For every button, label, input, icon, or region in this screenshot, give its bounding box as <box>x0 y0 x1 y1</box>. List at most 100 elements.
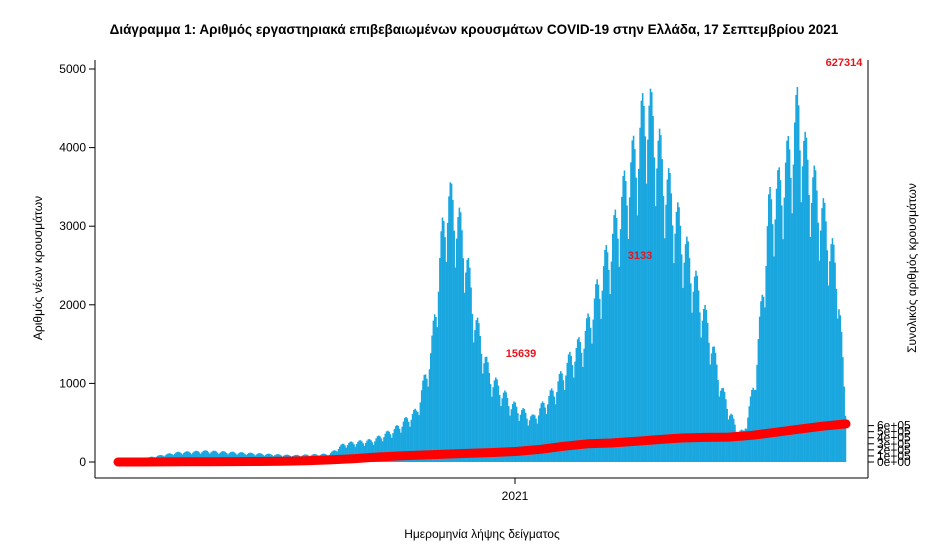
bar <box>695 270 697 462</box>
bar <box>699 312 701 462</box>
cumulative-point <box>632 439 637 444</box>
bar <box>749 396 752 462</box>
bar <box>552 390 554 462</box>
bar <box>684 244 687 462</box>
bar <box>548 395 550 462</box>
bar <box>758 316 761 462</box>
bar <box>535 418 537 462</box>
cumulative-point <box>327 457 332 462</box>
bar <box>784 162 787 462</box>
bar <box>471 313 474 462</box>
bar <box>608 269 610 462</box>
bar <box>765 265 767 462</box>
bar <box>558 373 561 462</box>
axes-layer: 0 1000 2000 3000 4000 5000 0e+001e+052e+053e+0… <box>31 60 919 541</box>
bar <box>515 406 518 462</box>
bar <box>521 410 523 462</box>
bar <box>353 444 355 462</box>
bar <box>593 298 596 462</box>
bar <box>349 441 351 462</box>
bar <box>475 320 478 462</box>
bar <box>467 257 470 462</box>
bar <box>554 404 557 462</box>
bar <box>415 410 418 462</box>
bar <box>531 414 533 462</box>
bar <box>770 199 773 463</box>
bar <box>231 451 233 462</box>
bar <box>560 371 562 462</box>
bar <box>185 451 188 462</box>
bar <box>627 238 630 462</box>
bar <box>662 196 665 462</box>
bar <box>838 309 840 462</box>
cumulative-point <box>163 459 167 464</box>
bar <box>456 238 458 462</box>
bar <box>510 409 513 462</box>
bar <box>773 256 775 462</box>
cumulative-point <box>515 449 520 454</box>
bar <box>718 396 721 462</box>
bar <box>424 374 427 462</box>
bar <box>387 430 389 462</box>
bar <box>566 362 569 462</box>
cumulative-point <box>186 459 191 464</box>
bar <box>643 105 645 463</box>
bar <box>576 339 579 462</box>
bar <box>511 403 514 462</box>
bar <box>452 199 454 463</box>
bar <box>673 263 675 462</box>
y2-tick-label: 3e+05 <box>877 437 911 451</box>
bar <box>573 377 575 462</box>
bar <box>736 436 739 462</box>
bar <box>504 390 506 462</box>
bar <box>362 443 364 462</box>
bar <box>493 380 496 462</box>
bar <box>766 226 769 462</box>
cumulative-point <box>139 460 144 464</box>
bar <box>427 386 429 462</box>
bar <box>755 390 757 462</box>
bar <box>797 105 800 463</box>
x-axis-title: Ημερομηνία λήψης δείγματος <box>404 527 560 541</box>
bar <box>669 173 671 462</box>
bar <box>580 352 583 462</box>
bar <box>374 441 376 462</box>
bar <box>647 139 649 462</box>
bar <box>664 238 666 462</box>
bar <box>739 430 741 462</box>
bar <box>601 290 604 462</box>
bar <box>381 441 384 462</box>
bar <box>501 398 504 462</box>
bar <box>653 157 656 462</box>
bar <box>801 166 804 462</box>
bar <box>458 207 461 462</box>
cumulative-point <box>233 459 238 464</box>
bar <box>398 428 401 462</box>
bar <box>547 404 549 462</box>
bar <box>744 428 747 462</box>
bar <box>604 249 606 462</box>
bar <box>827 285 830 462</box>
bar <box>526 418 528 462</box>
bar <box>176 451 179 462</box>
bar <box>717 380 719 462</box>
bar <box>502 392 505 462</box>
bar <box>537 415 540 462</box>
cumulative-point <box>726 435 731 440</box>
bar <box>469 267 471 462</box>
bar <box>198 452 201 462</box>
bar <box>821 208 823 462</box>
bar <box>485 356 488 462</box>
bar <box>678 207 680 462</box>
bar <box>687 241 689 462</box>
bar <box>661 159 663 462</box>
bar <box>700 337 702 462</box>
bar <box>197 451 199 462</box>
bar <box>714 352 717 462</box>
bar <box>492 387 494 462</box>
bar <box>179 452 181 462</box>
bar <box>822 198 825 463</box>
y-axis-title: Αριθμός νέων κρουσμάτων <box>31 196 45 340</box>
cumulative-point <box>656 437 661 442</box>
